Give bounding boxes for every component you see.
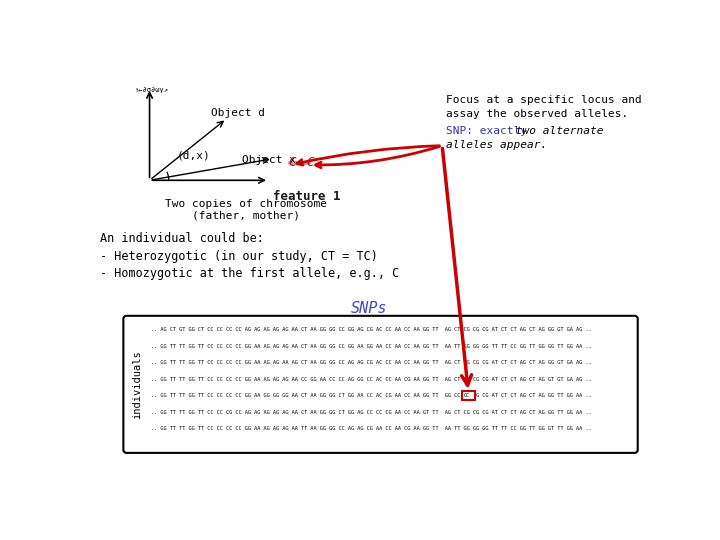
Text: ↑←∂σ∂ωγ↗: ↑←∂σ∂ωγ↗: [134, 87, 168, 93]
Text: SNPs: SNPs: [351, 301, 387, 316]
Text: .. GG TT TT GG TT CC CC CC CC GG AA AG AG AA AG CT AA GG GG CC AG AG CG AC CC AA: .. GG TT TT GG TT CC CC CC CC GG AA AG A…: [151, 360, 592, 365]
FancyBboxPatch shape: [123, 316, 638, 453]
Text: - Homozygotic at the first allele, e.g., C: - Homozygotic at the first allele, e.g.,…: [99, 267, 399, 280]
Text: .. AG CT GT GG CT CC CC CC CC AG AG AG AG AG AA CT AA GG GG CC GG AG CG AC CC AA: .. AG CT GT GG CT CC CC CC CC AG AG AG A…: [151, 327, 592, 332]
Text: CC: CC: [464, 393, 470, 398]
Text: C: C: [288, 157, 296, 170]
Text: feature 1: feature 1: [273, 190, 341, 202]
Text: SNP: exactly: SNP: exactly: [446, 126, 527, 136]
Text: Focus at a specific locus and: Focus at a specific locus and: [446, 95, 642, 105]
Text: .. GG TT TT GG TT CC CC CC CC GG AA GG GG GG AA CT AA GG GG CT GG AA CC AC CG AA: .. GG TT TT GG TT CC CC CC CC GG AA GG G…: [151, 393, 592, 398]
Text: Object d: Object d: [211, 109, 265, 118]
Text: Two copies of chromosome: Two copies of chromosome: [165, 199, 327, 209]
Text: An individual could be:: An individual could be:: [99, 232, 264, 245]
Text: C: C: [306, 157, 313, 170]
Text: .. GG TT TT GG TT CC CC CG CC AG AG AG AG AG AA CT AA GG GG CT GG AG CC CC CG AA: .. GG TT TT GG TT CC CC CG CC AG AG AG A…: [151, 410, 592, 415]
Text: .. GG TT TT GG TT CC CC CC CC GG AA AG AG AG AA CT AA GG GG CC GG AA GG AA CC AA: .. GG TT TT GG TT CC CC CC CC GG AA AG A…: [151, 343, 592, 349]
Text: .. GG TT TT GG TT CC CC CC CC GG AA AG AG AG AA CC GG AA CC CC AG GG CC AC CC AA: .. GG TT TT GG TT CC CC CC CC GG AA AG A…: [151, 377, 592, 382]
Text: alleles appear.: alleles appear.: [446, 140, 547, 150]
Text: assay the observed alleles.: assay the observed alleles.: [446, 109, 629, 119]
Text: - Heterozygotic (in our study, CT = TC): - Heterozygotic (in our study, CT = TC): [99, 249, 377, 262]
Text: (father, mother): (father, mother): [192, 211, 300, 221]
FancyBboxPatch shape: [462, 391, 475, 400]
Text: two alternate: two alternate: [509, 126, 603, 136]
Text: Object x: Object x: [242, 154, 296, 165]
Text: .. GG TT TT GG TT CC CC CC CC GG AA AG AG AG AA TT AA GG GG CC AG AG CG AA CC AA: .. GG TT TT GG TT CC CC CC CC GG AA AG A…: [151, 426, 592, 431]
Text: individuals: individuals: [132, 350, 143, 418]
Text: (d,x): (d,x): [176, 151, 210, 161]
